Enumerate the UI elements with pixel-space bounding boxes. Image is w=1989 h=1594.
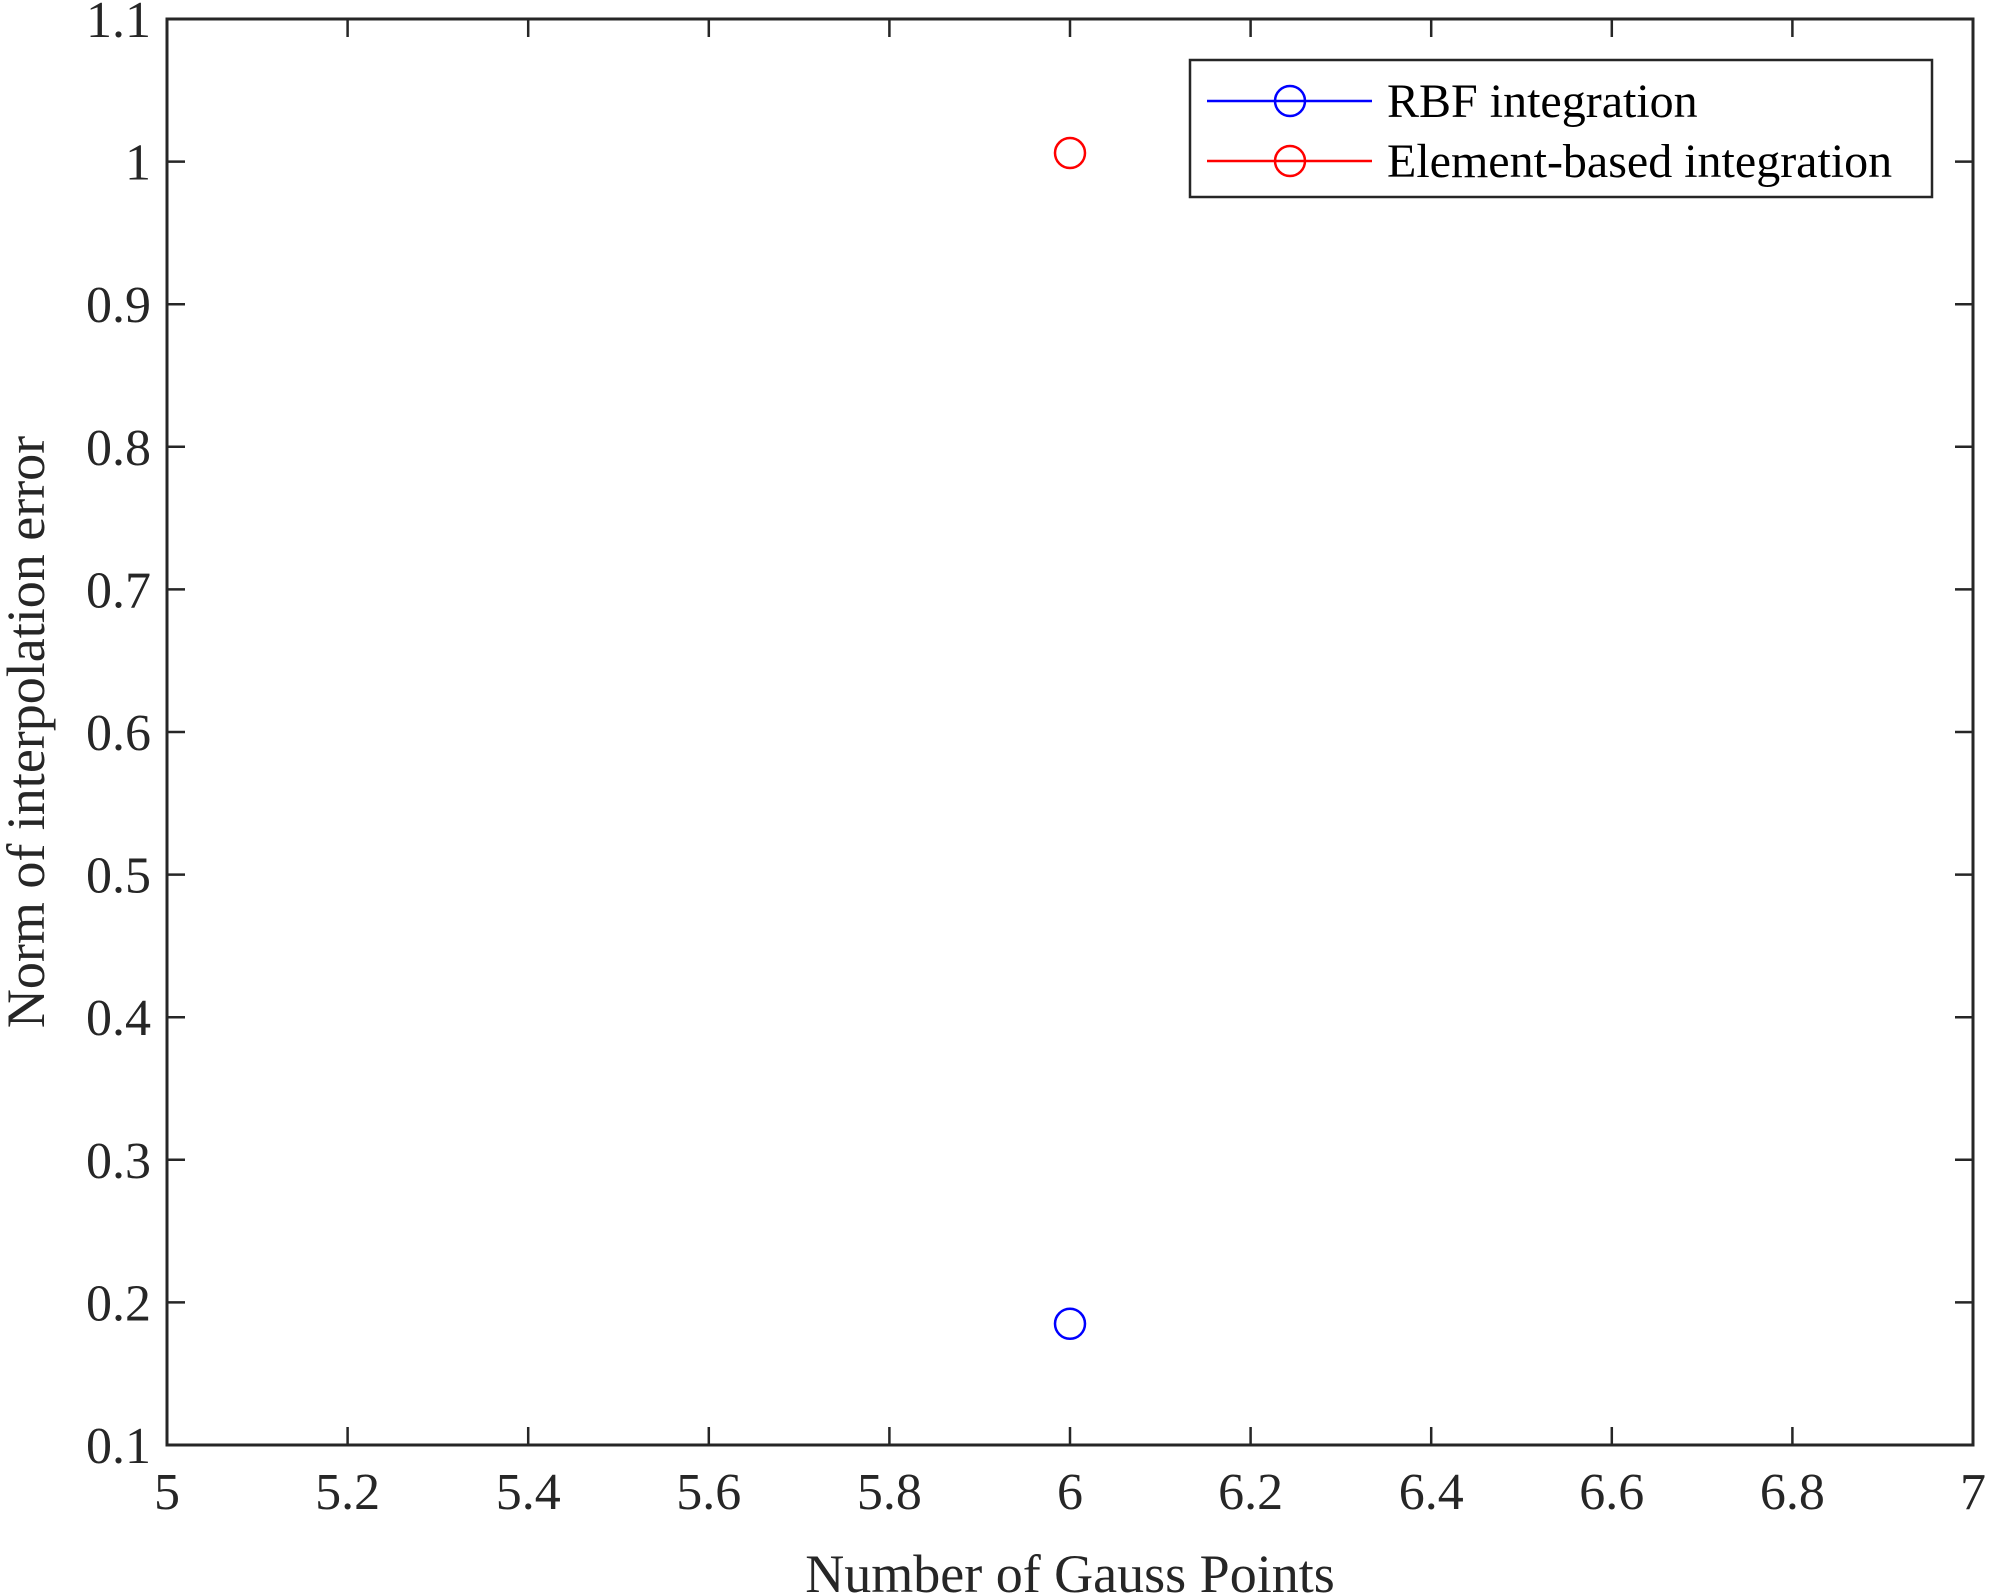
x-tick-label: 6 (1057, 1464, 1083, 1521)
y-tick-label: 0.5 (86, 848, 151, 905)
y-tick-label: 0.1 (86, 1418, 151, 1475)
x-tick-label: 6.2 (1218, 1464, 1283, 1521)
legend-marker-rbf (1273, 84, 1307, 118)
x-tick-label: 5.2 (315, 1464, 380, 1521)
x-tick-label: 6.4 (1399, 1464, 1464, 1521)
x-tick-label: 6.8 (1760, 1464, 1825, 1521)
element-based-integration-point (1053, 136, 1087, 170)
legend-box (1188, 58, 1934, 199)
legend-label-rbf: RBF integration (1387, 75, 1698, 128)
y-tick-label: 0.2 (86, 1275, 151, 1332)
y-tick-label: 0.4 (86, 990, 151, 1047)
x-tick-label: 7 (1960, 1464, 1986, 1521)
axis-ticks (165, 17, 1975, 1447)
legend-label-element: Element-based integration (1387, 135, 1892, 188)
data-points (1053, 136, 1087, 1341)
x-tick-label: 5 (154, 1464, 180, 1521)
x-axis-label: Number of Gauss Points (805, 1544, 1334, 1594)
plot-area (165, 17, 1975, 1447)
x-tick-label: 5.4 (496, 1464, 561, 1521)
y-tick-label: 1.1 (86, 0, 151, 49)
y-axis-label: Norm of interpolation error (0, 436, 56, 1028)
legend-marker-element (1273, 144, 1307, 178)
y-tick-label: 0.6 (86, 705, 151, 762)
x-tick-label: 6.6 (1579, 1464, 1644, 1521)
x-tick-labels: 5 5.2 5.4 5.6 5.8 6 6.2 6.4 6.6 6.8 7 (154, 1464, 1986, 1521)
rbf-integration-point (1053, 1307, 1087, 1341)
y-tick-label: 0.8 (86, 420, 151, 477)
y-tick-labels: 0.1 0.2 0.3 0.4 0.5 0.6 0.7 0.8 0.9 1 1.1 (86, 0, 151, 1475)
x-tick-label: 5.8 (857, 1464, 922, 1521)
y-tick-label: 0.7 (86, 562, 151, 619)
y-tick-label: 0.9 (86, 277, 151, 334)
legend: RBF integration Element-based integratio… (1188, 58, 1934, 199)
y-tick-label: 1 (125, 135, 151, 192)
x-tick-label: 5.6 (676, 1464, 741, 1521)
y-tick-label: 0.3 (86, 1133, 151, 1190)
